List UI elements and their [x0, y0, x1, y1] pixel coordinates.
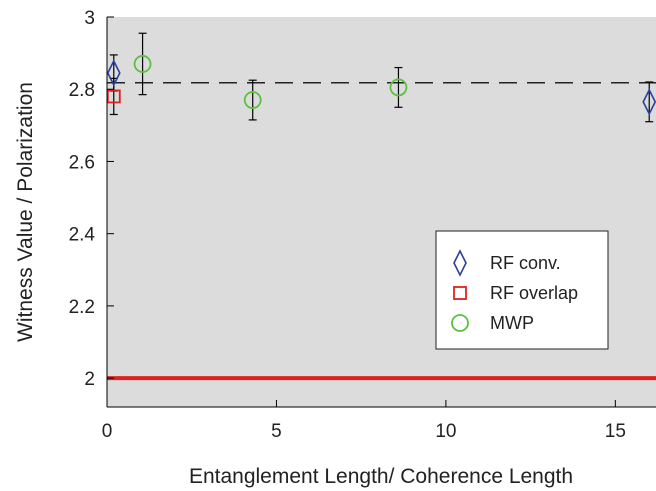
y-tick-label: 2.8 [69, 80, 95, 101]
x-tick-label: 0 [102, 421, 113, 442]
x-tick-label: 15 [605, 421, 626, 442]
y-tick-label: 2 [84, 369, 95, 390]
x-tick-label: 5 [271, 421, 282, 442]
data-markers [106, 55, 656, 116]
y-tick-label: 2.4 [69, 225, 96, 246]
y-axis-label: Witness Value / Polarization [14, 82, 37, 342]
reference-lines [107, 81, 656, 381]
data-point-diamond [642, 88, 656, 116]
legend: RF conv. RF overlap MWP [435, 230, 609, 350]
data-point-circle [243, 91, 262, 109]
legend-marker-circle [451, 314, 469, 332]
tick-labels: 2 2.2 2.4 2.6 2.8 3 0 5 10 15 [69, 8, 626, 442]
data-point-square [106, 89, 121, 104]
legend-label: MWP [490, 313, 534, 333]
data-point-circle [133, 55, 152, 73]
data-point-circle [389, 78, 408, 97]
legend-label: RF overlap [490, 283, 578, 303]
legend-marker-square [453, 286, 467, 300]
legend-label: RF conv. [490, 253, 561, 273]
y-tick-label: 2.6 [69, 152, 95, 173]
legend-marker-diamond [453, 249, 467, 277]
x-tick-label: 10 [435, 421, 456, 442]
data-point-diamond [106, 59, 121, 87]
axes [106, 17, 656, 408]
x-axis-label: Entanglement Length/ Coherence Length [189, 465, 573, 488]
y-tick-label: 2.2 [69, 297, 95, 318]
y-tick-label: 3 [84, 8, 95, 29]
